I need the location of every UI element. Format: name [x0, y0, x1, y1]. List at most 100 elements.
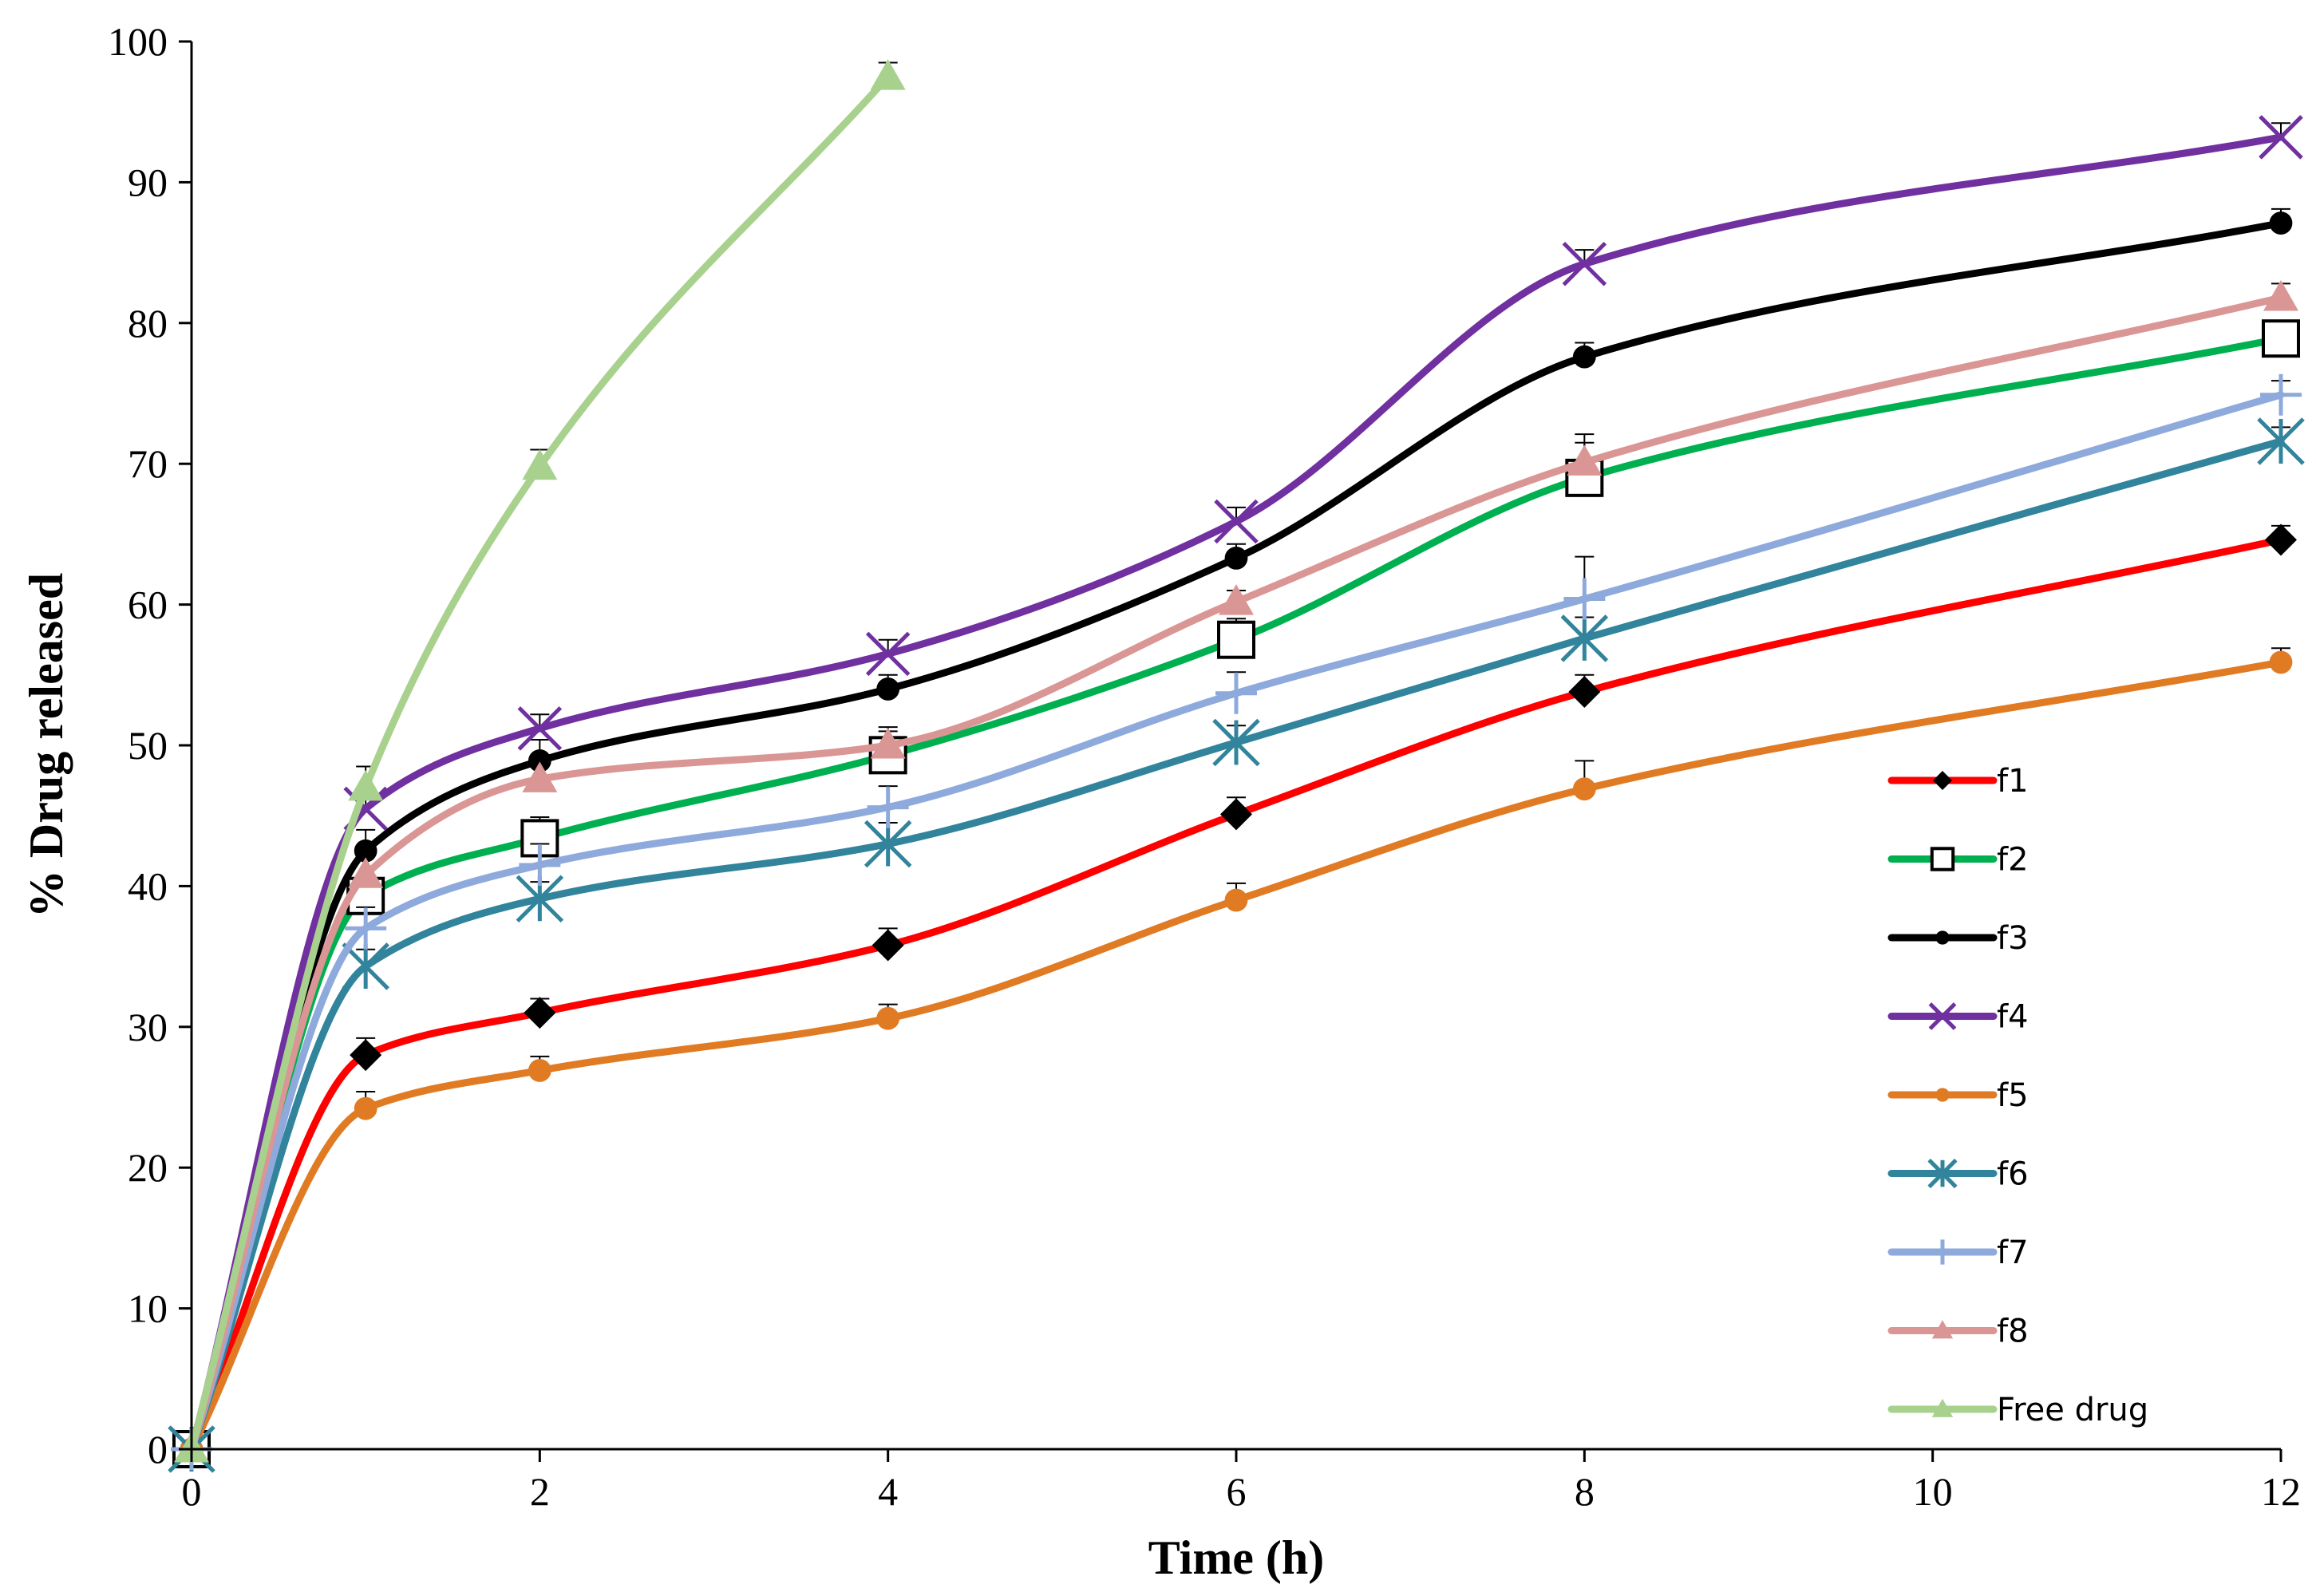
legend-marker: [1928, 1002, 1957, 1030]
f7-point: [519, 843, 561, 886]
f8-point: [870, 728, 906, 759]
y-tick-label: 90: [128, 160, 168, 204]
f3-point: [2269, 211, 2293, 235]
f3-point: [1224, 546, 1248, 570]
legend-label: f2: [1997, 842, 2029, 879]
legend: f1 f2 f3 f4 f5 f6 f7 f8 Free drug: [1887, 763, 2148, 1428]
y-tick-label: 60: [128, 583, 168, 627]
series-f3: [180, 207, 2293, 1461]
y-tick-label: 40: [128, 863, 168, 908]
f6-point: [2257, 417, 2305, 465]
x-tick-label: 4: [878, 1469, 898, 1514]
y-tick-label: 30: [128, 1005, 168, 1049]
series-free-drug: [174, 59, 906, 1463]
f8-point: [1567, 444, 1603, 476]
y-axis-title: % Drug released: [20, 573, 73, 918]
x-tick-label: 0: [182, 1469, 202, 1514]
f7-point: [867, 786, 909, 828]
f7-point: [345, 907, 387, 950]
legend-label: f8: [1997, 1314, 2029, 1350]
series-f1: [176, 523, 2297, 1465]
f1-point: [871, 929, 904, 962]
legend-marker: [1935, 930, 1950, 945]
x-tick-label: 10: [1913, 1469, 1953, 1514]
f2-point: [2262, 319, 2300, 358]
axes: 0 2 4 6 8 10 12 0 10 20 30 40 50 60 70 80 90 100 Time (h…: [20, 19, 2301, 1584]
legend-item-free-drug: Free drug: [1887, 1392, 2148, 1428]
x-axis-title: Time (h): [1148, 1531, 1325, 1584]
legend-item-f5: f5: [1887, 1077, 2029, 1114]
f8-point: [2263, 280, 2298, 311]
f5-point: [1224, 888, 1248, 912]
f7-point: [2260, 373, 2302, 416]
f4-point: [517, 706, 563, 751]
f1-point: [350, 1039, 382, 1072]
legend-item-f8: f8: [1887, 1314, 2029, 1350]
f2-point: [1217, 620, 1255, 659]
y-tick-label: 70: [128, 441, 168, 486]
f4-line: [188, 133, 2285, 1453]
x-tick-label: 6: [1227, 1469, 1247, 1514]
legend-label: f5: [1997, 1077, 2029, 1114]
f3-point: [1572, 345, 1596, 369]
f1-point: [1568, 675, 1601, 708]
f1-point: [1220, 798, 1252, 831]
legend-label: f1: [1997, 763, 2029, 800]
y-tick-label: 10: [128, 1286, 168, 1331]
y-tick-label: 100: [108, 19, 168, 64]
legend-marker: [1930, 1239, 1955, 1265]
f4-point: [1562, 241, 1607, 286]
f3-point: [354, 839, 377, 863]
f1-point: [524, 997, 556, 1029]
legend-item-f2: f2: [1887, 842, 2029, 879]
legend-label: f4: [1997, 999, 2029, 1036]
f3-point: [876, 678, 900, 701]
legend-item-f3: f3: [1887, 920, 2029, 957]
series-f8: [174, 280, 2298, 1463]
f6-point: [1560, 614, 1609, 662]
f7-point: [1215, 672, 1257, 714]
f5-point: [876, 1006, 900, 1030]
series-f7: [171, 373, 2302, 1470]
f5-point: [354, 1096, 377, 1120]
f4-point: [1214, 499, 1259, 544]
free-drug-point: [348, 769, 384, 801]
x-tick-label: 8: [1575, 1469, 1595, 1514]
f8-point: [1219, 584, 1254, 615]
f5-point: [2269, 650, 2293, 674]
y-ticks: 0 10 20 30 40 50 60 70 80 90 100: [108, 19, 192, 1472]
f1-point: [2265, 523, 2297, 556]
f8-line: [188, 294, 2285, 1453]
series-f6: [168, 417, 2305, 1473]
f3-line: [188, 219, 2285, 1453]
legend-item-f7: f7: [1887, 1235, 2029, 1271]
f7-line: [188, 391, 2285, 1453]
free-drug-point: [522, 448, 558, 480]
x-tick-label: 2: [530, 1469, 550, 1514]
legend-item-f4: f4: [1887, 999, 2029, 1036]
free-drug-point: [870, 59, 906, 90]
legend-marker: [1930, 847, 1955, 871]
legend-label: f6: [1997, 1156, 2029, 1193]
f6-point: [1212, 718, 1260, 767]
legend-item-f6: f6: [1887, 1156, 2029, 1193]
f7-point: [1563, 578, 1606, 620]
legend-item-f1: f1: [1887, 763, 2029, 800]
f2-line: [188, 334, 2285, 1453]
y-tick-label: 20: [128, 1145, 168, 1190]
y-tick-label: 0: [148, 1427, 168, 1472]
series-f5: [180, 647, 2293, 1461]
legend-label: f7: [1997, 1235, 2029, 1271]
y-tick-label: 80: [128, 301, 168, 346]
f6-point: [864, 820, 912, 868]
legend-marker: [1933, 771, 1952, 790]
legend-marker: [1927, 1158, 1958, 1189]
f8-point: [348, 857, 384, 888]
legend-marker: [1931, 1398, 1954, 1417]
legend-marker: [1935, 1088, 1950, 1102]
f8-point: [522, 761, 558, 792]
legend-label: f3: [1997, 920, 2029, 957]
f4-point: [2259, 115, 2303, 160]
f5-point: [528, 1059, 551, 1082]
